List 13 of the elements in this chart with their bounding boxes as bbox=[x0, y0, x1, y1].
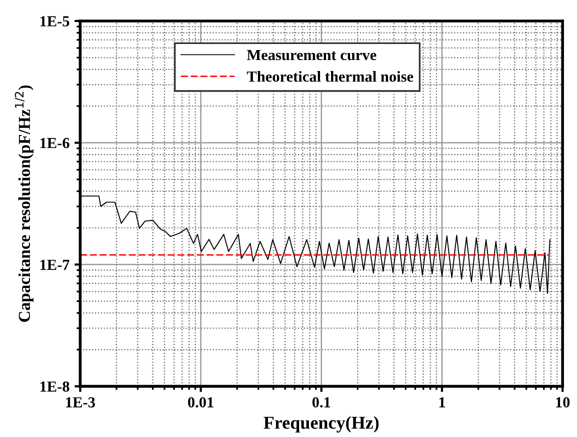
x-tick-label: 0.01 bbox=[188, 397, 214, 408]
legend-label: Measurement curve bbox=[246, 50, 376, 60]
x-tick-label: 0.1 bbox=[312, 397, 330, 408]
y-tick-label: 1E-8 bbox=[40, 381, 70, 392]
x-tick-label: 10 bbox=[556, 397, 570, 408]
x-tick-label: 1 bbox=[439, 397, 446, 408]
y-tick-label: 1E-6 bbox=[40, 138, 70, 148]
x-axis-title: Frequency(Hz) bbox=[264, 416, 379, 433]
y-tick-label: 1E-7 bbox=[40, 260, 70, 270]
legend-label: Theoretical thermal noise bbox=[246, 71, 414, 82]
y-tick-label: 1E-5 bbox=[40, 16, 70, 26]
x-tick-label: 1E-3 bbox=[66, 397, 95, 408]
y-axis-title: Capacitance resolution(pF/Hz$^{1/2}$) bbox=[14, 85, 34, 322]
